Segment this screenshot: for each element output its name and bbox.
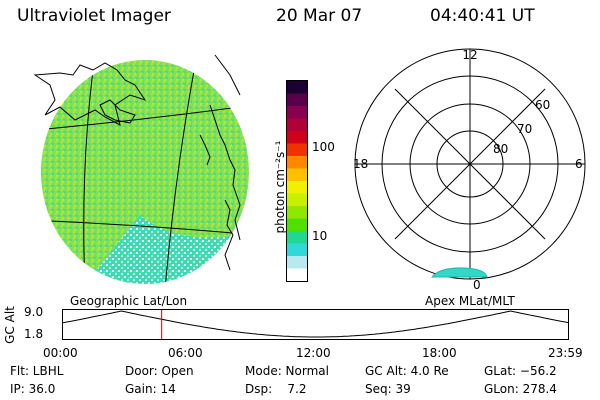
colorbar-stripe [287,193,307,207]
mlt-label-12: 12 [462,48,477,62]
coastlines [33,54,241,271]
time-tick-1800: 18:00 [422,346,457,360]
apex-panel-label: Apex MLat/MLT [425,294,515,308]
colorbar-stripe [287,156,307,169]
geographic-image-panel [33,54,249,284]
instrument-title: Ultraviolet Imager [17,6,171,26]
colorbar-stripe [287,143,307,157]
info-glon: GLon: 278.4 [484,382,557,396]
colorbar-tick-100: 100 [312,140,335,154]
mlat-label-60: 60 [535,98,550,112]
polar-grid [354,48,586,280]
info-gc-alt: GC Alt: 4.0 Re [365,364,449,378]
colorbar-gradient [287,81,307,281]
time-tick-1200: 12:00 [296,346,331,360]
time-tick-2359: 23:59 [548,346,583,360]
info-mode: Mode: Normal [245,364,329,378]
colorbar-stripe [287,181,307,194]
info-dsp: Dsp: 7.2 [245,382,307,396]
apex-polar-plot: 12 18 6 0 60 70 80 [353,48,586,292]
lat-lon-grid [41,60,249,284]
colorbar-unit-label: photon cm⁻²s⁻¹ [273,140,287,234]
colorbar-tick-10: 10 [312,229,328,243]
colorbar-stripe [287,81,307,94]
auroral-patch [430,267,488,278]
colorbar-stripe [287,131,307,144]
colorbar-stripe [287,106,307,119]
info-seq: Seq: 39 [365,382,411,396]
info-door: Door: Open [125,364,194,378]
info-glat: GLat: −56.2 [484,364,557,378]
mlt-label-18: 18 [353,157,368,171]
altitude-plot [62,309,570,340]
colorbar-stripe [287,268,307,281]
colorbar-stripe [287,206,307,219]
colorbar-stripe [287,168,307,182]
info-gain: Gain: 14 [125,382,176,396]
observation-date: 20 Mar 07 [276,6,363,26]
observation-time: 04:40:41 UT [430,6,535,26]
emission-disc [41,60,249,284]
time-tick-0000: 00:00 [43,346,78,360]
colorbar-stripe [287,231,307,244]
info-filter: Flt: LBHL [10,364,64,378]
altitude-curve [62,310,570,338]
geo-panel-label: Geographic Lat/Lon [70,294,188,308]
mlat-label-70: 70 [517,122,532,136]
altitude-ytick-max: 9.0 [24,305,44,319]
time-tick-0600: 06:00 [168,346,203,360]
mlat-label-80: 80 [493,142,508,156]
info-ip: IP: 36.0 [10,382,56,396]
altitude-ylabel: GC Alt [3,306,17,344]
colorbar [286,80,308,282]
colorbar-stripe [287,93,307,107]
colorbar-stripe [287,243,307,257]
colorbar-stripe [287,218,307,232]
mlt-label-6: 6 [575,157,583,171]
colorbar-stripe [287,256,307,269]
colorbar-stripe [287,118,307,132]
mlt-label-0: 0 [473,278,481,292]
altitude-ytick-min: 1.8 [24,327,44,341]
